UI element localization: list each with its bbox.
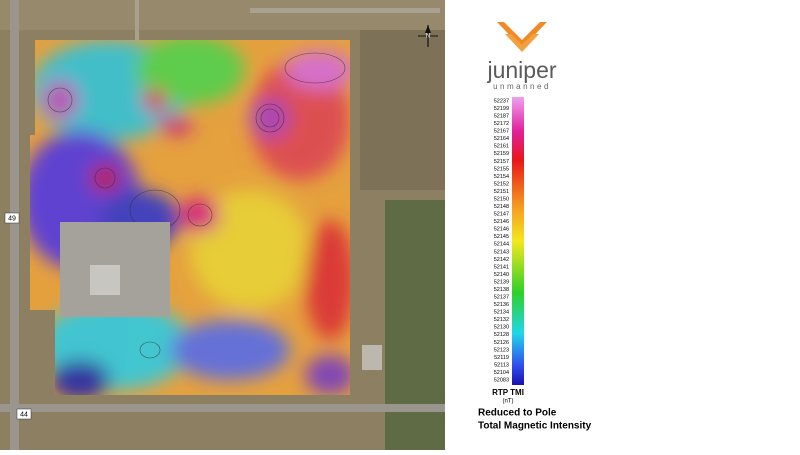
- legend-level: 52128: [494, 332, 509, 338]
- road-label-text: 44: [20, 411, 28, 418]
- legend-level: 52151: [494, 189, 509, 195]
- legend-level: 52146: [494, 227, 509, 233]
- legend-level: 52145: [494, 234, 509, 240]
- legend-level: 52083: [494, 377, 509, 383]
- road-label-text: 49: [8, 215, 16, 222]
- legend-level: 52167: [494, 129, 509, 135]
- color-bar: [512, 97, 524, 385]
- north-arrow: N: [418, 25, 438, 47]
- legend-level: 52113: [494, 362, 509, 368]
- color-legend: RTP TMI (nT) 522375219952187521725216752…: [492, 97, 524, 405]
- legend-level: 52150: [494, 196, 509, 202]
- legend-level: 52146: [494, 219, 509, 225]
- legend-level: 52139: [494, 279, 509, 285]
- legend-level: 52137: [494, 295, 509, 301]
- north-label: N: [426, 34, 430, 40]
- legend-level: 52199: [494, 106, 509, 112]
- legend-level: 52143: [494, 249, 509, 255]
- logo-tagline: unmanned: [493, 82, 551, 91]
- legend-level: 52164: [494, 136, 509, 142]
- legend-title: RTP TMI: [492, 388, 524, 397]
- legend-level: 52138: [494, 287, 509, 293]
- road-label: 49 44: [4, 212, 32, 420]
- legend-level: 52140: [494, 272, 509, 278]
- legend-level: 52187: [494, 114, 509, 120]
- legend-level: 52134: [494, 310, 509, 316]
- legend-level: 52104: [494, 370, 509, 376]
- legend-level: 52147: [494, 212, 509, 218]
- legend-level: 52144: [494, 242, 509, 248]
- legend-level: 52136: [494, 302, 509, 308]
- logo: juniper unmanned: [486, 22, 557, 91]
- legend-level: 52130: [494, 325, 509, 331]
- legend-unit: (nT): [503, 399, 514, 405]
- legend-level: 52152: [494, 181, 509, 187]
- tmi-overlay: [30, 40, 350, 395]
- legend-level: 52119: [494, 355, 509, 361]
- legend-level: 52155: [494, 166, 509, 172]
- legend-level: 52157: [494, 159, 509, 165]
- legend-level: 52148: [494, 204, 509, 210]
- caption-line: Total Magnetic Intensity: [478, 421, 592, 432]
- legend-level: 52142: [494, 257, 509, 263]
- caption-line: Reduced to Pole: [478, 408, 557, 419]
- legend-level: 52172: [494, 121, 509, 127]
- legend-level: 52159: [494, 151, 509, 157]
- legend-level: 52132: [494, 317, 509, 323]
- legend-level: 52154: [494, 174, 509, 180]
- legend-level: 52123: [494, 347, 509, 353]
- logo-name: juniper: [486, 57, 556, 83]
- legend-level: 52126: [494, 340, 509, 346]
- legend-level: 52141: [494, 264, 509, 270]
- legend-level: 52161: [494, 144, 509, 150]
- legend-level: 52237: [494, 98, 509, 104]
